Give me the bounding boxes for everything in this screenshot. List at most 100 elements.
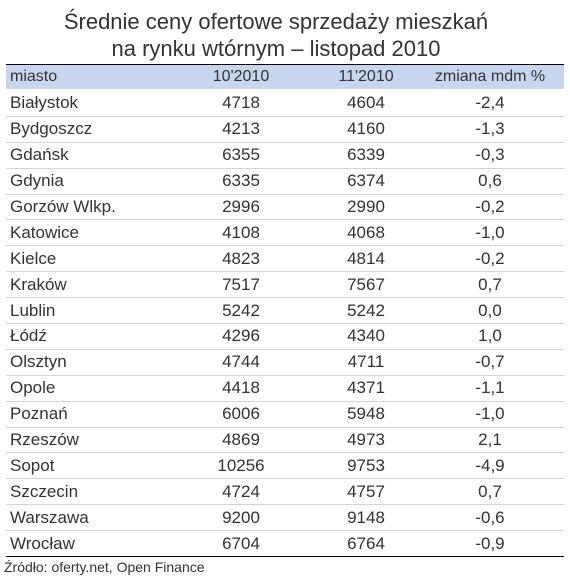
cell-nov-2010: 4973 xyxy=(347,430,385,450)
cell-change: -1,3 xyxy=(475,119,505,139)
cell-oct-2010: 7517 xyxy=(222,274,260,294)
cell-oct-2010: 4108 xyxy=(222,222,260,242)
cell-city: Wrocław xyxy=(10,533,75,553)
cell-city: Sopot xyxy=(10,455,55,475)
table-row: Katowice 4108 4068 -1,0 xyxy=(6,219,564,245)
cell-change: 0,0 xyxy=(478,300,502,320)
cell-city: Kielce xyxy=(10,248,57,268)
cell-city: Lublin xyxy=(10,300,56,320)
cell-oct-2010: 6704 xyxy=(222,533,260,553)
title-line-2: na rynku wtórnym – listopad 2010 xyxy=(111,36,441,61)
cell-oct-2010: 4418 xyxy=(222,378,260,398)
cell-city: Opole xyxy=(10,378,56,398)
cell-city: Gdynia xyxy=(10,171,64,191)
cell-oct-2010: 4213 xyxy=(222,119,260,139)
cell-oct-2010: 2996 xyxy=(222,197,260,216)
table-row: Opole 4418 4371 -1,1 xyxy=(6,374,564,401)
cell-oct-2010: 4869 xyxy=(222,430,260,450)
cell-change: 2,1 xyxy=(478,430,502,450)
cell-nov-2010: 6374 xyxy=(347,171,385,191)
cell-change: -0,3 xyxy=(475,145,505,165)
cell-city: Gorzów Wlkp. xyxy=(10,197,116,216)
cell-change: -1,1 xyxy=(475,378,505,398)
cell-city: Rzeszów xyxy=(10,430,79,450)
cell-nov-2010: 4711 xyxy=(347,352,385,372)
table-row: Warszawa 9200 9148 -0,6 xyxy=(6,504,564,530)
table-row: Białystok 4718 4604 -2,4 xyxy=(6,90,564,116)
cell-change: 0,7 xyxy=(478,481,502,501)
cell-oct-2010: 9200 xyxy=(222,507,260,527)
table-row: Olsztyn 4744 4711 -0,7 xyxy=(6,348,564,375)
cell-nov-2010: 4340 xyxy=(347,326,385,346)
cell-nov-2010: 2990 xyxy=(347,197,385,216)
cell-oct-2010: 4724 xyxy=(222,481,260,501)
cell-nov-2010: 4160 xyxy=(347,119,385,139)
table-row: Poznań 6006 5948 -1,0 xyxy=(6,400,564,427)
cell-city: Gdańsk xyxy=(10,145,69,165)
header-change: zmiana mdm % xyxy=(434,68,546,85)
cell-city: Szczecin xyxy=(10,481,79,501)
cell-change: -2,4 xyxy=(475,92,505,112)
cell-city: Olsztyn xyxy=(10,352,67,372)
table-row: Wrocław 6704 6764 -0,9 xyxy=(6,530,564,556)
cell-oct-2010: 6355 xyxy=(222,145,260,165)
table-row: Gdańsk 6355 6339 -0,3 xyxy=(6,141,564,168)
cell-city: Białystok xyxy=(10,92,79,112)
table-row: Lublin 5242 5242 0,0 xyxy=(6,297,564,323)
cell-oct-2010: 4823 xyxy=(222,248,260,268)
cell-change: 0,7 xyxy=(478,274,502,294)
cell-oct-2010: 4744 xyxy=(222,352,260,372)
cell-nov-2010: 5242 xyxy=(347,300,385,320)
table-row: Kielce 4823 4814 -0,2 xyxy=(6,245,564,271)
cell-change: -0,2 xyxy=(475,197,505,216)
cell-oct-2010: 6006 xyxy=(222,404,260,424)
price-table: miasto 10'2010 11'2010 zmiana mdm % Biał… xyxy=(6,64,564,558)
cell-oct-2010: 6335 xyxy=(222,171,260,191)
header-oct-2010: 10'2010 xyxy=(212,68,270,85)
table-row: Gorzów Wlkp. 2996 2990 -0,2 xyxy=(6,193,564,220)
cell-change: -0,9 xyxy=(475,533,505,553)
cell-nov-2010: 9148 xyxy=(347,507,385,527)
table-row: Kraków 7517 7567 0,7 xyxy=(6,271,564,297)
cell-change: -4,9 xyxy=(475,455,505,475)
cell-nov-2010: 6339 xyxy=(347,145,385,165)
cell-nov-2010: 6764 xyxy=(347,533,385,553)
cell-change: 0,6 xyxy=(478,171,502,191)
cell-nov-2010: 7567 xyxy=(347,274,385,294)
cell-oct-2010: 4296 xyxy=(222,326,260,346)
cell-city: Łódź xyxy=(10,326,47,346)
table-row: Sopot 10256 9753 -4,9 xyxy=(6,452,564,478)
header-city: miasto xyxy=(10,68,58,85)
table-header: miasto 10'2010 11'2010 zmiana mdm % xyxy=(6,65,564,90)
table-row: Szczecin 4724 4757 0,7 xyxy=(6,478,564,504)
cell-city: Kraków xyxy=(10,274,67,294)
cell-city: Bydgoszcz xyxy=(10,119,93,139)
cell-nov-2010: 4068 xyxy=(347,222,385,242)
cell-nov-2010: 4757 xyxy=(347,481,385,501)
table-title: Średnie ceny ofertowe sprzedaży mieszkań… xyxy=(0,8,552,62)
cell-oct-2010: 10256 xyxy=(217,455,265,475)
source-note: Źródło: oferty.net, Open Finance xyxy=(4,559,205,575)
cell-change: -1,0 xyxy=(475,222,505,242)
cell-change: -0,6 xyxy=(475,507,505,527)
table-row: Rzeszów 4869 4973 2,1 xyxy=(6,426,564,453)
cell-change: -0,2 xyxy=(475,248,505,268)
cell-nov-2010: 4604 xyxy=(347,92,385,112)
cell-nov-2010: 9753 xyxy=(347,455,385,475)
cell-change: -0,7 xyxy=(475,352,505,372)
cell-oct-2010: 5242 xyxy=(222,300,260,320)
cell-city: Warszawa xyxy=(10,507,89,527)
table-body: Białystok 4718 4604 -2,4 Bydgoszcz 4213 4160 -1… xyxy=(6,90,564,556)
cell-nov-2010: 4814 xyxy=(347,248,385,268)
table-row: Łódź 4296 4340 1,0 xyxy=(6,323,564,349)
cell-city: Poznań xyxy=(10,404,68,424)
table-row: Bydgoszcz 4213 4160 -1,3 xyxy=(6,115,564,142)
cell-change: -1,0 xyxy=(475,404,505,424)
cell-nov-2010: 4371 xyxy=(347,378,385,398)
cell-oct-2010: 4718 xyxy=(222,92,260,112)
cell-nov-2010: 5948 xyxy=(347,404,385,424)
table-row: Gdynia 6335 6374 0,6 xyxy=(6,167,564,194)
title-line-1: Średnie ceny ofertowe sprzedaży mieszkań xyxy=(63,9,489,34)
cell-change: 1,0 xyxy=(478,326,502,346)
cell-city: Katowice xyxy=(10,222,79,242)
